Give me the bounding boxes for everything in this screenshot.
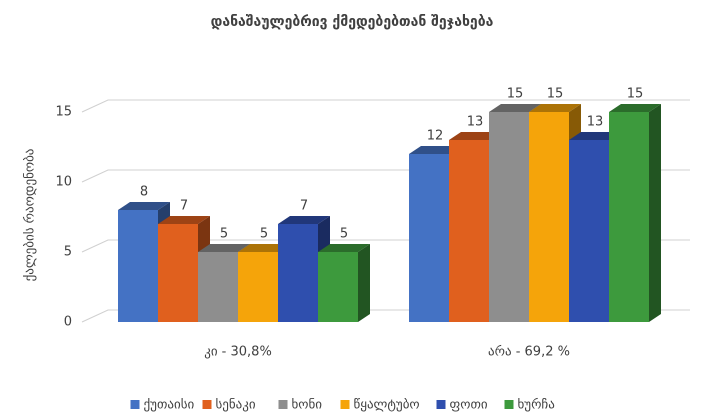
data-label: 5 [340, 227, 348, 242]
bar-front [278, 224, 318, 322]
bar-side [649, 104, 661, 322]
legend-swatch [278, 400, 288, 409]
bar-front [158, 224, 198, 322]
bar-front [489, 112, 529, 322]
legend-swatch [504, 400, 514, 409]
bar-top [118, 202, 170, 210]
bar-top [278, 216, 330, 224]
data-label: 13 [587, 115, 604, 130]
legend-label: წყალტუბო [354, 398, 420, 413]
bar-front [529, 112, 569, 322]
data-label: 5 [220, 227, 228, 242]
bar-top [529, 104, 581, 112]
bar-front [449, 140, 489, 322]
legend-label: ხონი [292, 398, 323, 413]
chart-title: დანაშაულებრივ ქმედებებთან შეჯახება [211, 14, 494, 30]
bar-top [238, 244, 290, 252]
legend-label: ფოთი [450, 398, 488, 413]
data-label: 7 [180, 199, 188, 214]
bar-front [409, 154, 449, 322]
bar-top [569, 132, 621, 140]
bar-front [569, 140, 609, 322]
legend-swatch [436, 400, 446, 409]
bar [318, 244, 370, 322]
bar-top [198, 244, 250, 252]
bar-front [198, 252, 238, 322]
bar-top [609, 104, 661, 112]
data-label: 12 [427, 129, 444, 144]
data-label: 15 [507, 87, 524, 102]
bar-front [609, 112, 649, 322]
x-tick-label: არა - 69,2 % [488, 345, 570, 360]
bar-front [238, 252, 278, 322]
data-label: 13 [467, 115, 484, 130]
legend-label: ქუთაისი [144, 398, 195, 413]
y-axis-label: ქალების რაოდენობა [23, 149, 38, 282]
x-tick-label: კი - 30,8% [204, 345, 272, 360]
bar-side [358, 244, 370, 322]
legend-swatch [340, 400, 350, 409]
y-tick-label: 10 [55, 175, 72, 190]
data-label: 7 [300, 199, 308, 214]
grid-line [81, 99, 690, 113]
legend-swatch [130, 400, 140, 409]
bar-front [118, 210, 158, 322]
bar-top [489, 104, 541, 112]
y-tick-label: 0 [64, 315, 72, 330]
legend-swatch [202, 400, 212, 409]
legend-label: სენაკი [216, 398, 256, 413]
y-tick-label: 15 [55, 105, 72, 120]
bar-top [158, 216, 210, 224]
bar [158, 216, 210, 322]
bar-front [318, 252, 358, 322]
bar-top [318, 244, 370, 252]
data-label: 15 [547, 87, 564, 102]
bar-top [449, 132, 501, 140]
data-label: 8 [140, 185, 148, 200]
data-label: 15 [627, 87, 644, 102]
bar-top [409, 146, 461, 154]
y-tick-label: 5 [64, 245, 72, 260]
legend-label: ხურჩა [518, 398, 555, 413]
bar [609, 104, 661, 322]
data-label: 5 [260, 227, 268, 242]
